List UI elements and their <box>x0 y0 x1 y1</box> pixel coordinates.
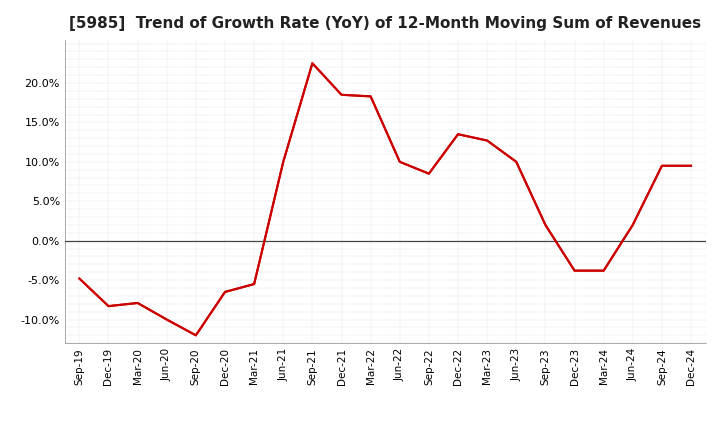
Title: [5985]  Trend of Growth Rate (YoY) of 12-Month Moving Sum of Revenues: [5985] Trend of Growth Rate (YoY) of 12-… <box>69 16 701 32</box>
